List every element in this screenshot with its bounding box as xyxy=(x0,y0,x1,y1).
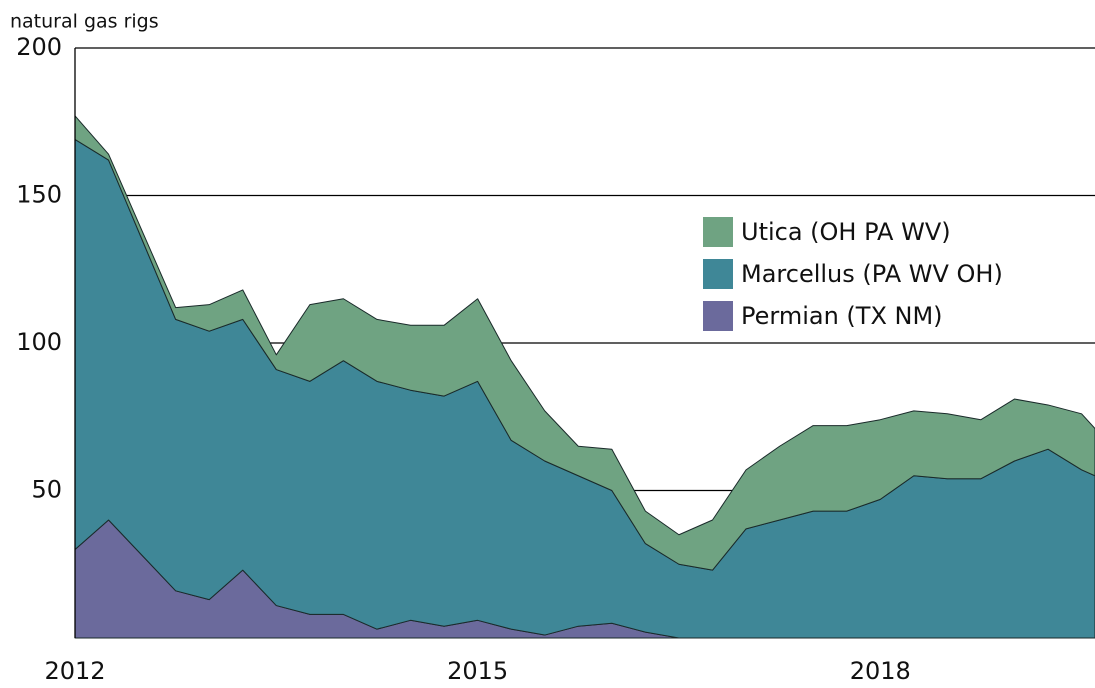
legend-label: Utica (OH PA WV) xyxy=(741,218,951,246)
legend-swatch xyxy=(703,301,733,331)
x-tick-label: 2012 xyxy=(44,657,105,685)
x-tick-label: 2018 xyxy=(850,657,911,685)
y-axis-label: natural gas rigs xyxy=(10,11,159,33)
area xyxy=(74,138,1095,639)
y-tick-label: 150 xyxy=(16,181,62,209)
y-tick-label: 100 xyxy=(16,328,62,356)
x-tick-label: 2015 xyxy=(447,657,508,685)
legend-swatch xyxy=(703,259,733,289)
y-tick-label: 50 xyxy=(31,476,62,504)
area xyxy=(74,115,1095,571)
y-tick-label: 200 xyxy=(16,33,62,61)
legend-label: Marcellus (PA WV OH) xyxy=(741,260,1003,288)
legend-swatch xyxy=(703,217,733,247)
legend-label: Permian (TX NM) xyxy=(741,302,943,330)
